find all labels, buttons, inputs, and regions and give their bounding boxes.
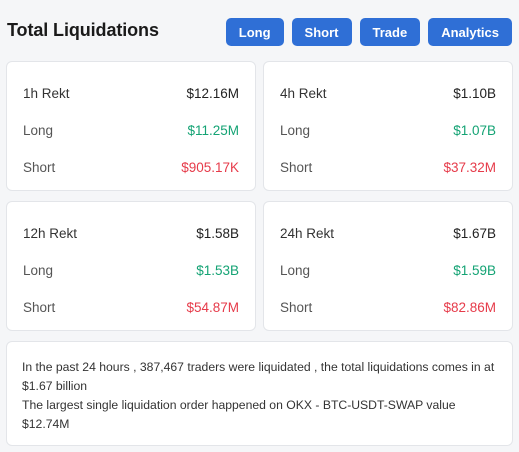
action-buttons: Long Short Trade Analytics bbox=[225, 18, 512, 46]
long-label: Long bbox=[23, 262, 54, 278]
short-label: Short bbox=[280, 159, 313, 175]
card-24h: 24h Rekt $1.67B Long $1.59B Short $82.86… bbox=[263, 201, 513, 331]
trade-button[interactable]: Trade bbox=[359, 18, 421, 46]
total-value: $1.58B bbox=[196, 225, 239, 241]
analytics-button[interactable]: Analytics bbox=[428, 18, 512, 46]
total-row: 4h Rekt $1.10B bbox=[280, 83, 496, 103]
card-4h: 4h Rekt $1.10B Long $1.07B Short $37.32M bbox=[263, 61, 513, 191]
header: Total Liquidations Long Short Trade Anal… bbox=[0, 0, 519, 62]
period-label: 24h Rekt bbox=[280, 225, 335, 241]
card-12h: 12h Rekt $1.58B Long $1.53B Short $54.87… bbox=[6, 201, 256, 331]
short-label: Short bbox=[23, 299, 56, 315]
short-row: Short $82.86M bbox=[280, 297, 496, 317]
short-value: $82.86M bbox=[443, 299, 496, 315]
long-value: $1.53B bbox=[196, 262, 239, 278]
period-label: 1h Rekt bbox=[23, 85, 70, 101]
summary-box: In the past 24 hours , 387,467 traders w… bbox=[6, 341, 513, 446]
long-row: Long $1.59B bbox=[280, 260, 496, 280]
short-button[interactable]: Short bbox=[291, 18, 352, 46]
long-label: Long bbox=[280, 122, 311, 138]
period-label: 12h Rekt bbox=[23, 225, 78, 241]
long-label: Long bbox=[280, 262, 311, 278]
total-value: $1.67B bbox=[453, 225, 496, 241]
total-row: 1h Rekt $12.16M bbox=[23, 83, 239, 103]
short-value: $905.17K bbox=[181, 159, 239, 175]
short-value: $54.87M bbox=[186, 299, 239, 315]
summary-largest-order-text: The largest single liquidation order hap… bbox=[22, 398, 456, 431]
long-row: Long $1.53B bbox=[23, 260, 239, 280]
long-row: Long $11.25M bbox=[23, 120, 239, 140]
long-value: $11.25M bbox=[187, 122, 239, 138]
total-row: 12h Rekt $1.58B bbox=[23, 223, 239, 243]
total-row: 24h Rekt $1.67B bbox=[280, 223, 496, 243]
long-label: Long bbox=[23, 122, 54, 138]
short-label: Short bbox=[23, 159, 56, 175]
long-value: $1.07B bbox=[453, 122, 496, 138]
total-value: $12.16M bbox=[186, 85, 239, 101]
period-label: 4h Rekt bbox=[280, 85, 327, 101]
long-button[interactable]: Long bbox=[225, 18, 284, 46]
page-title: Total Liquidations bbox=[7, 20, 159, 40]
short-label: Short bbox=[280, 299, 313, 315]
long-row: Long $1.07B bbox=[280, 120, 496, 140]
long-value: $1.59B bbox=[453, 262, 496, 278]
card-1h: 1h Rekt $12.16M Long $11.25M Short $905.… bbox=[6, 61, 256, 191]
summary-traders-text: In the past 24 hours , 387,467 traders w… bbox=[22, 360, 495, 393]
short-row: Short $905.17K bbox=[23, 157, 239, 177]
short-value: $37.32M bbox=[443, 159, 496, 175]
short-row: Short $54.87M bbox=[23, 297, 239, 317]
total-value: $1.10B bbox=[453, 85, 496, 101]
short-row: Short $37.32M bbox=[280, 157, 496, 177]
